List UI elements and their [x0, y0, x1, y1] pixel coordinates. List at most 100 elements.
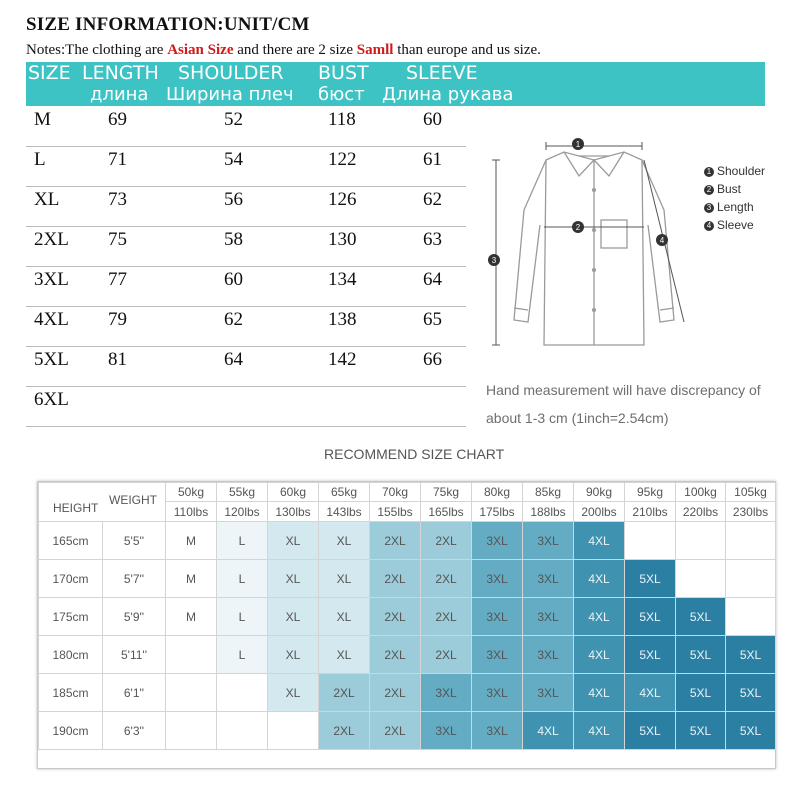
weight-kg-header: 65kg: [318, 482, 370, 502]
recommended-size-cell: 3XL: [420, 711, 472, 750]
weight-kg-header: 80kg: [471, 482, 523, 502]
recommend-row: 185cm 6'1'' XL 2XL 2XL 3XL 3XL 3XL 4XL 4XL 5XL 5XL: [38, 673, 776, 712]
recommended-size-cell: M: [165, 597, 217, 636]
height-cm-cell: 170cm: [38, 559, 103, 598]
sleeve-cell: 65: [423, 309, 442, 330]
recommended-size-cell: L: [216, 559, 268, 598]
legend-label: Bust: [717, 182, 742, 196]
sleeve-cell: 60: [423, 109, 442, 130]
recommended-size-cell: XL: [318, 521, 370, 560]
notes-mid: and there are 2 size: [233, 42, 357, 58]
recommended-size-cell: 3XL: [522, 673, 574, 712]
recommend-size-chart: WEIGHT HEIGHT 50kg 55kg 60kg 65kg 70kg 75kg 80…: [37, 481, 776, 769]
header-bust: BUST: [318, 62, 369, 84]
recommended-size-cell: 5XL: [675, 635, 726, 674]
notes-asian-size: Asian Size: [167, 42, 234, 58]
shoulder-cell: 60: [224, 269, 243, 290]
recommend-row: 175cm 5'9'' M L XL XL 2XL 2XL 3XL 3XL 4XL 5XL 5XL: [38, 597, 776, 636]
recommended-size-cell: 5XL: [624, 597, 676, 636]
page-title: SIZE INFORMATION:UNIT/CM: [26, 14, 310, 35]
recommended-size-cell: 3XL: [471, 635, 523, 674]
recommended-size-cell: 3XL: [522, 559, 574, 598]
notes-prefix: Notes:The clothing are: [26, 42, 168, 58]
weight-kg-header: 70kg: [369, 482, 421, 502]
sleeve-cell: 63: [423, 229, 442, 250]
bust-cell: 122: [328, 149, 357, 170]
recommended-size-cell: 2XL: [369, 673, 421, 712]
height-ft-cell: 5'7'': [102, 559, 166, 598]
recommended-size-cell: XL: [318, 635, 370, 674]
size-row: L 71 54 122 61: [26, 146, 466, 187]
bust-cell: 130: [328, 229, 357, 250]
height-cm-cell: 185cm: [38, 673, 103, 712]
recommended-size-cell: 4XL: [573, 559, 625, 598]
recommended-size-cell: [216, 711, 268, 750]
legend-number: 4: [704, 221, 714, 231]
size-row: XL 73 56 126 62: [26, 186, 466, 227]
weight-lbs-header: 230lbs: [725, 501, 776, 522]
recommended-size-cell: 4XL: [573, 521, 625, 560]
recommended-size-cell: [165, 711, 217, 750]
size-table-header: SIZE LENGTH длина SHOULDER Ширина плеч B…: [26, 62, 765, 106]
recommended-size-cell: 5XL: [675, 711, 726, 750]
measurement-note: Hand measurement will have discrepancy o…: [486, 376, 761, 432]
recommended-size-cell: [267, 711, 319, 750]
height-cm-cell: 175cm: [38, 597, 103, 636]
shoulder-cell: 54: [224, 149, 243, 170]
recommended-size-cell: XL: [267, 521, 319, 560]
recommended-size-cell: 2XL: [318, 673, 370, 712]
recommended-size-cell: 5XL: [624, 559, 676, 598]
recommended-size-cell: 4XL: [573, 635, 625, 674]
weight-lbs-header: 120lbs: [216, 501, 268, 522]
recommended-size-cell: 2XL: [369, 559, 421, 598]
length-cell: 77: [108, 269, 127, 290]
bust-cell: 126: [328, 189, 357, 210]
legend-item: 4 Sleeve: [704, 218, 765, 236]
legend-label: Shoulder: [717, 164, 766, 178]
recommend-table: WEIGHT HEIGHT 50kg 55kg 60kg 65kg 70kg 75kg 80…: [38, 482, 776, 750]
recommended-size-cell: [216, 673, 268, 712]
measurement-note-line: about 1-3 cm (1inch=2.54cm): [486, 410, 669, 426]
size-cell: 6XL: [34, 389, 69, 410]
recommend-row: 170cm 5'7'' M L XL XL 2XL 2XL 3XL 3XL 4XL 5XL: [38, 559, 776, 598]
size-cell: 2XL: [34, 229, 69, 250]
recommended-size-cell: 5XL: [725, 711, 776, 750]
height-cm-cell: 165cm: [38, 521, 103, 560]
marker-2: 2: [576, 223, 581, 232]
recommended-size-cell: L: [216, 597, 268, 636]
recommended-size-cell: XL: [318, 597, 370, 636]
size-cell: L: [34, 149, 46, 170]
weight-kg-header: 60kg: [267, 482, 319, 502]
weight-kg-header: 85kg: [522, 482, 574, 502]
recommended-size-cell: 4XL: [573, 673, 625, 712]
size-cell: M: [34, 109, 51, 130]
recommended-size-cell: 3XL: [471, 711, 523, 750]
header-shoulder-ru: Ширина плеч: [166, 84, 294, 105]
legend-number: 2: [704, 185, 714, 195]
recommended-size-cell: [165, 635, 217, 674]
weight-lbs-header: 200lbs: [573, 501, 625, 522]
height-ft-cell: 6'1'': [102, 673, 166, 712]
recommend-row: 190cm 6'3'' 2XL 2XL 3XL 3XL 4XL 4XL 5XL 5XL 5XL: [38, 711, 776, 750]
size-notes: Notes:The clothing are Asian Size and th…: [26, 42, 541, 59]
weight-label: WEIGHT: [109, 493, 157, 507]
recommended-size-cell: [675, 559, 726, 598]
legend-item: 3 Length: [704, 200, 765, 218]
recommended-size-cell: [725, 559, 776, 598]
weight-lbs-header: 188lbs: [522, 501, 574, 522]
sleeve-cell: 66: [423, 349, 442, 370]
recommended-size-cell: XL: [267, 559, 319, 598]
notes-suffix: than europe and us size.: [393, 42, 541, 58]
size-row: M 69 52 118 60: [26, 106, 466, 147]
recommended-size-cell: 5XL: [675, 673, 726, 712]
recommended-size-cell: L: [216, 521, 268, 560]
marker-3: 3: [492, 256, 497, 265]
recommended-size-cell: 2XL: [420, 635, 472, 674]
size-row: 4XL 79 62 138 65: [26, 306, 466, 347]
sleeve-cell: 62: [423, 189, 442, 210]
bust-cell: 142: [328, 349, 357, 370]
header-sleeve-ru: Длина рукава: [382, 84, 514, 105]
weight-lbs-header: 175lbs: [471, 501, 523, 522]
recommended-size-cell: 3XL: [471, 673, 523, 712]
recommended-size-cell: 3XL: [522, 521, 574, 560]
